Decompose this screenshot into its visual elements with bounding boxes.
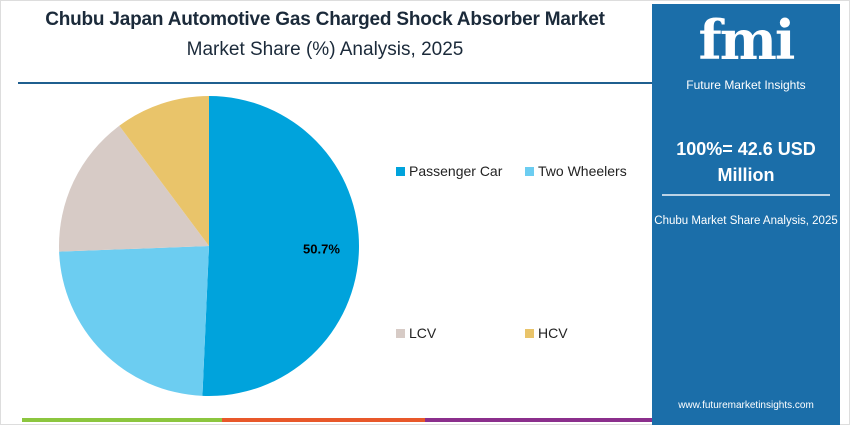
legend-two-wheelers: Two Wheelers — [525, 163, 627, 179]
legend-label: Passenger Car — [409, 163, 503, 179]
legend-label: Two Wheelers — [538, 163, 627, 179]
legend-label: HCV — [538, 325, 568, 341]
info-panel: fmi Future Market Insights 100%= 42.6 US… — [652, 4, 840, 425]
panel-divider — [662, 194, 830, 196]
pie-slice-hcv — [119, 96, 209, 246]
legend-swatch — [396, 328, 405, 338]
legend-swatch — [396, 166, 405, 176]
title-divider — [18, 82, 652, 84]
total-line1: 100%= 42.6 USD — [676, 139, 816, 159]
logo-subtitle: Future Market Insights — [686, 78, 806, 92]
panel-caption: Chubu Market Share Analysis, 2025 — [654, 215, 838, 227]
legend-swatch — [525, 166, 534, 176]
legend-swatch — [525, 328, 534, 338]
legend-lcv: LCV — [396, 325, 436, 341]
footer-bar-purple — [425, 418, 652, 422]
fmi-logo: fmi — [698, 8, 796, 72]
chart-subtitle: Market Share (%) Analysis, 2025 — [186, 39, 464, 60]
pie-slice-two-wheelers — [59, 246, 209, 396]
pie-slice-passenger-car — [202, 96, 359, 396]
footer-bar-orange — [222, 418, 425, 422]
legend-label: LCV — [409, 325, 437, 341]
pie-slice-lcv — [59, 125, 209, 252]
pie-chart: 50.7% — [59, 96, 359, 396]
total-line2: Million — [717, 165, 775, 185]
website-link[interactable]: www.futuremarketinsights.com — [678, 400, 814, 411]
legend-hcv: HCV — [525, 325, 568, 341]
footer-bar-green — [22, 418, 222, 422]
legend-passenger-car: Passenger Car — [396, 163, 502, 179]
market-total: 100%= 42.6 USD Million — [652, 136, 840, 188]
data-label: 50.7% — [303, 241, 340, 256]
chart-title: Chubu Japan Automotive Gas Charged Shock… — [45, 9, 605, 30]
